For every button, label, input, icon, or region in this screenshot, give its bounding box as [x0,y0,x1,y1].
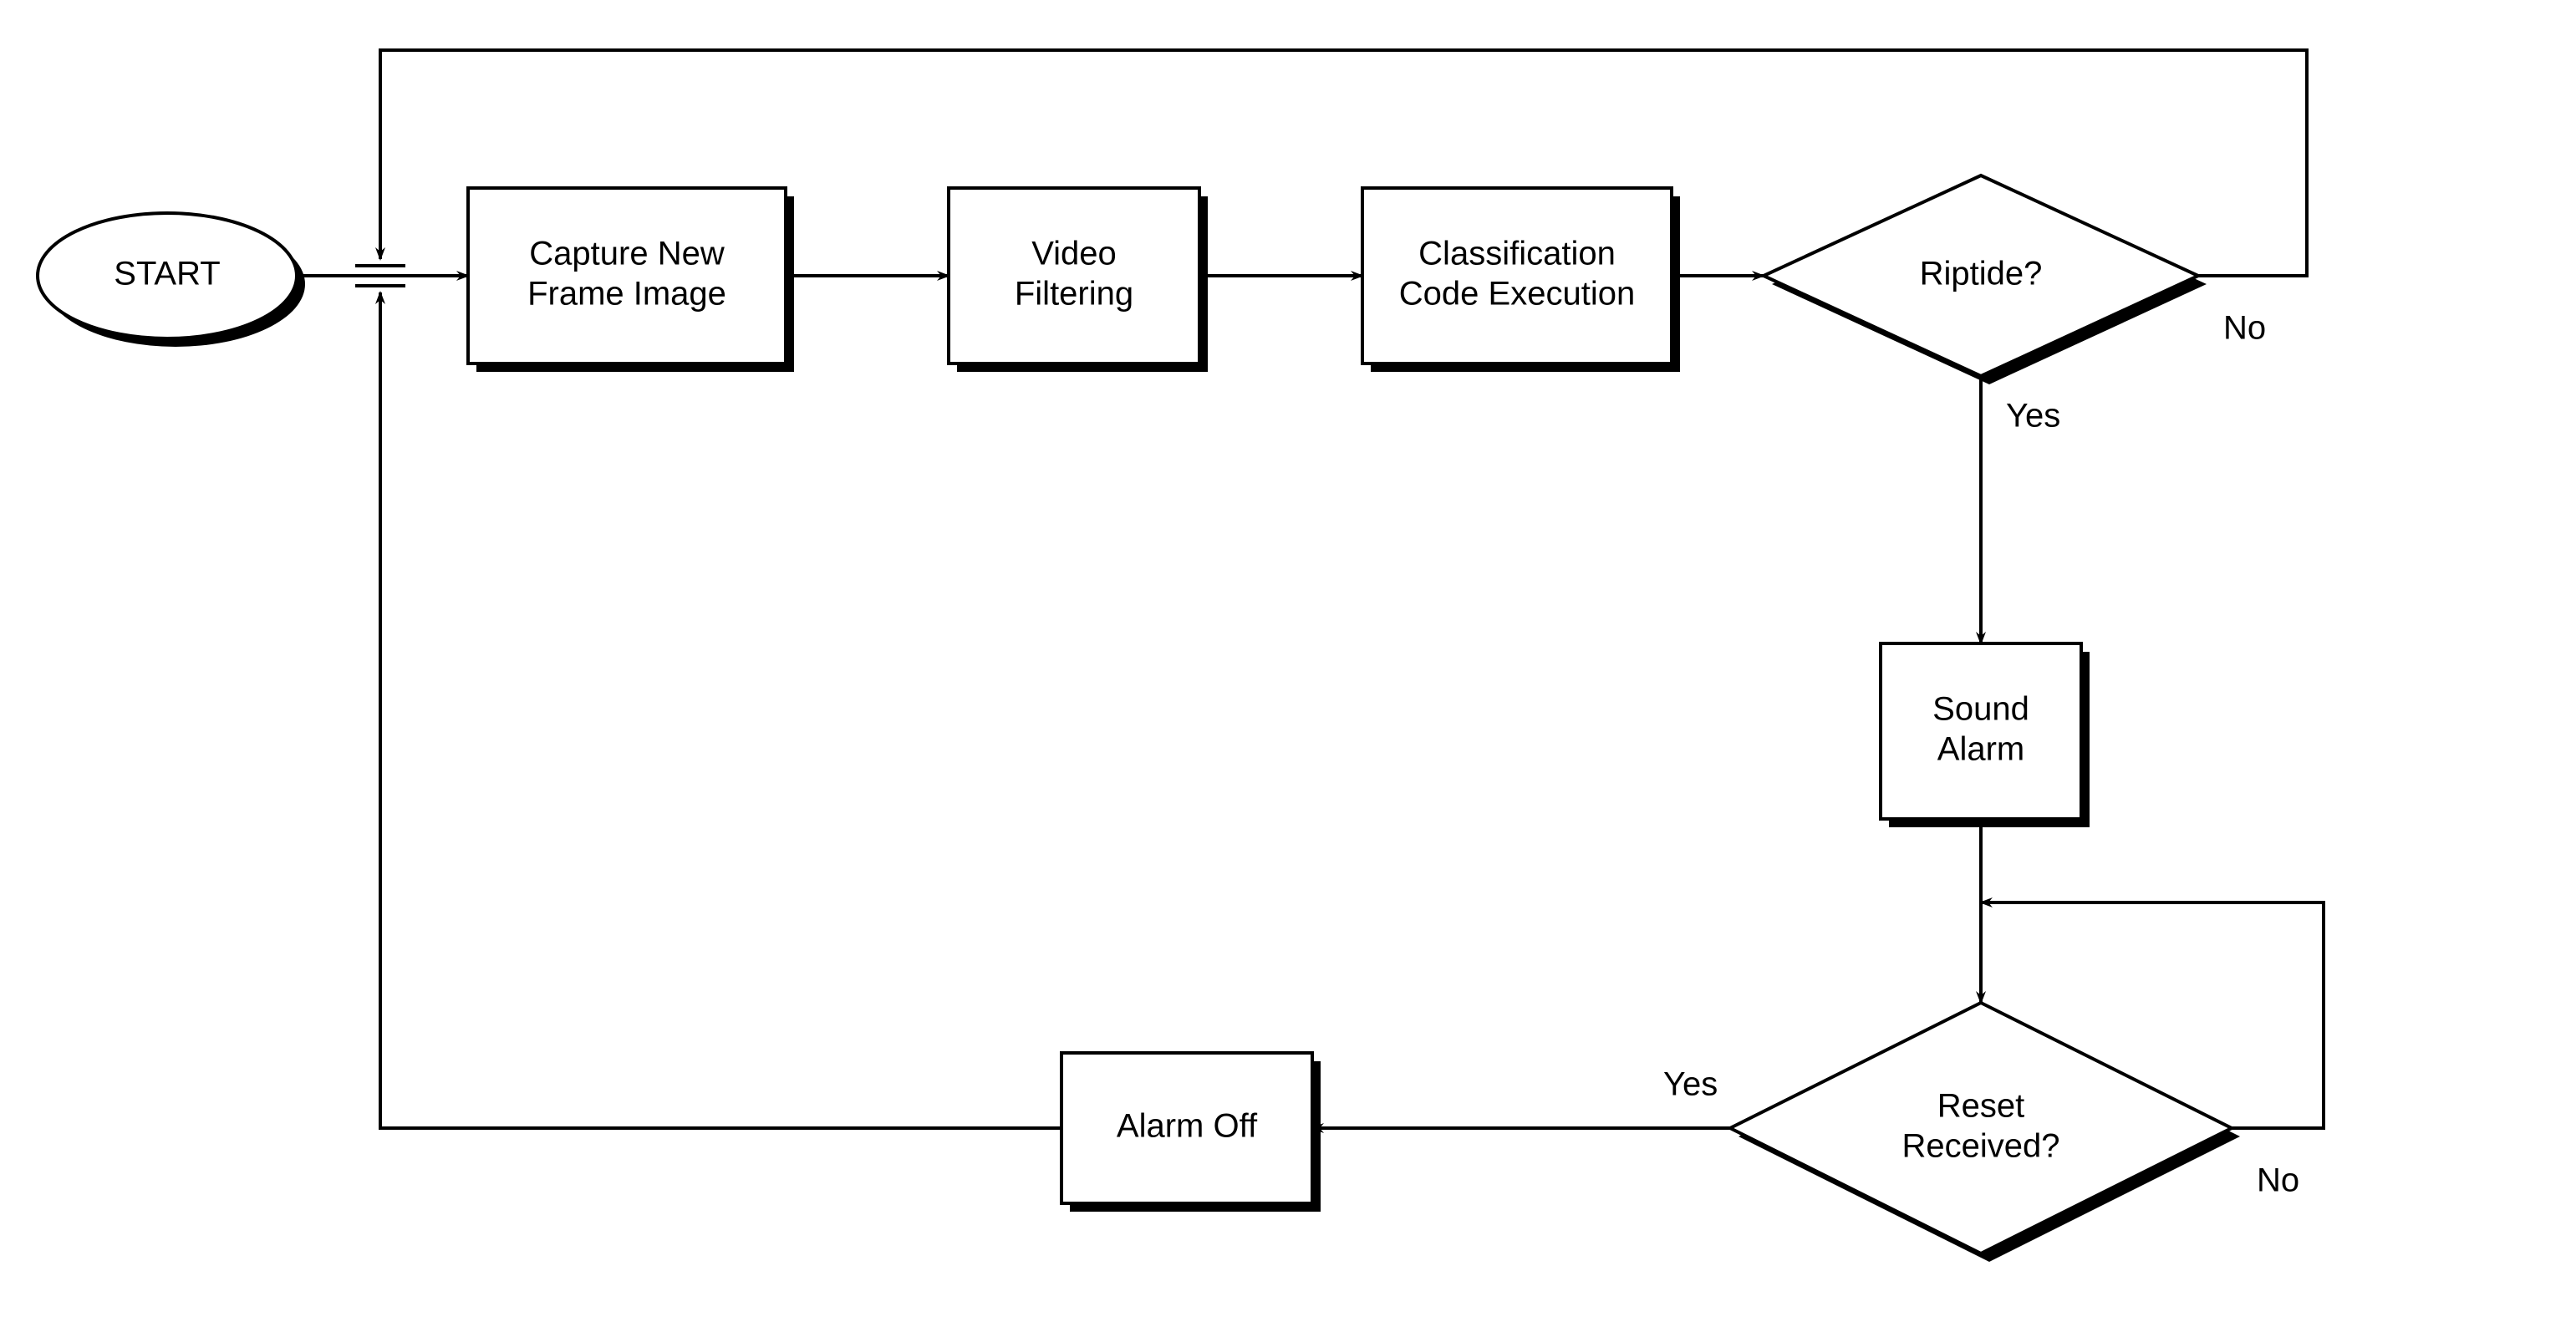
node-riptide: Riptide? [1764,175,2207,384]
edge-label-riptide-yes: Yes [2006,398,2060,435]
svg-text:Alarm Off: Alarm Off [1117,1108,1258,1145]
node-classify: Classification Code Execution [1362,188,1680,372]
svg-text:Code Execution: Code Execution [1399,276,1635,313]
svg-text:Reset: Reset [1937,1088,2025,1125]
edge-alarmoff-back [380,292,1061,1128]
svg-text:Capture New: Capture New [529,236,725,272]
node-reset: ResetReceived? [1730,1003,2240,1262]
svg-text:Filtering: Filtering [1015,276,1133,313]
svg-text:Sound: Sound [1932,691,2029,728]
nodes-layer: START Capture New Frame Image Video Filterin… [38,175,2240,1262]
flowchart: START Capture New Frame Image Video Filterin… [0,0,2576,1332]
svg-text:Classification: Classification [1418,236,1616,272]
node-start: START [38,213,305,347]
svg-text:Video: Video [1031,236,1117,272]
edge-label-riptide-no: No [2223,310,2266,347]
svg-text:START: START [114,256,220,292]
svg-text:Received?: Received? [1901,1128,2059,1165]
svg-text:Riptide?: Riptide? [1920,256,2043,292]
svg-text:Alarm: Alarm [1937,731,2024,768]
node-alarmoff: Alarm Off [1061,1053,1321,1212]
svg-text:Frame Image: Frame Image [527,276,726,313]
node-capture: Capture New Frame Image [468,188,794,372]
node-sound: SoundAlarm [1881,643,2090,827]
edge-label-reset-no: No [2257,1162,2299,1199]
edge-label-reset-yes: Yes [1663,1066,1718,1103]
node-filter: Video Filtering [949,188,1208,372]
